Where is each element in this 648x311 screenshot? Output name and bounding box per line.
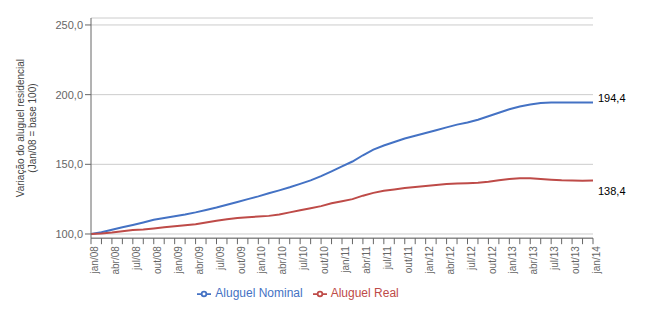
svg-text:jan/09: jan/09 (173, 246, 184, 275)
svg-text:out/13: out/13 (570, 246, 581, 274)
svg-text:jul/08: jul/08 (131, 246, 142, 271)
svg-text:250,0: 250,0 (55, 19, 83, 31)
svg-text:out/11: out/11 (403, 246, 414, 273)
svg-text:abr/11: abr/11 (361, 246, 372, 274)
svg-text:out/10: out/10 (319, 246, 330, 274)
svg-text:out/08: out/08 (152, 246, 163, 274)
svg-text:jan/08: jan/08 (89, 246, 100, 275)
svg-text:200,0: 200,0 (55, 89, 83, 101)
svg-text:jul/11: jul/11 (382, 246, 393, 271)
svg-text:abr/10: abr/10 (277, 246, 288, 275)
svg-text:138,4: 138,4 (598, 185, 626, 197)
svg-text:Variação do aluguel residencia: Variação do aluguel residencial(Jan/08 =… (15, 59, 38, 197)
svg-text:jul/10: jul/10 (298, 246, 309, 271)
svg-text:194,4: 194,4 (598, 92, 626, 104)
html-text:Aluguel Nominal: Aluguel Nominal (215, 286, 303, 301)
svg-text:jan/12: jan/12 (424, 246, 435, 275)
svg-text:abr/09: abr/09 (194, 246, 205, 275)
svg-text:jan/13: jan/13 (507, 246, 518, 275)
svg-text:jul/12: jul/12 (466, 246, 477, 271)
svg-text:out/12: out/12 (487, 246, 498, 274)
svg-text:abr/13: abr/13 (528, 246, 539, 275)
svg-text:abr/12: abr/12 (445, 246, 456, 275)
svg-text:out/09: out/09 (236, 246, 247, 274)
svg-text:abr/08: abr/08 (110, 246, 121, 275)
svg-text:jul/09: jul/09 (215, 246, 226, 271)
html-text:Aluguel Real: Aluguel Real (330, 286, 399, 301)
svg-text:150,0: 150,0 (55, 158, 83, 170)
svg-text:jan/11: jan/11 (340, 246, 351, 274)
svg-text:jan/14: jan/14 (591, 246, 602, 275)
svg-text:100,0: 100,0 (55, 228, 83, 240)
svg-text:jul/13: jul/13 (549, 246, 560, 271)
svg-text:jan/10: jan/10 (256, 246, 267, 275)
